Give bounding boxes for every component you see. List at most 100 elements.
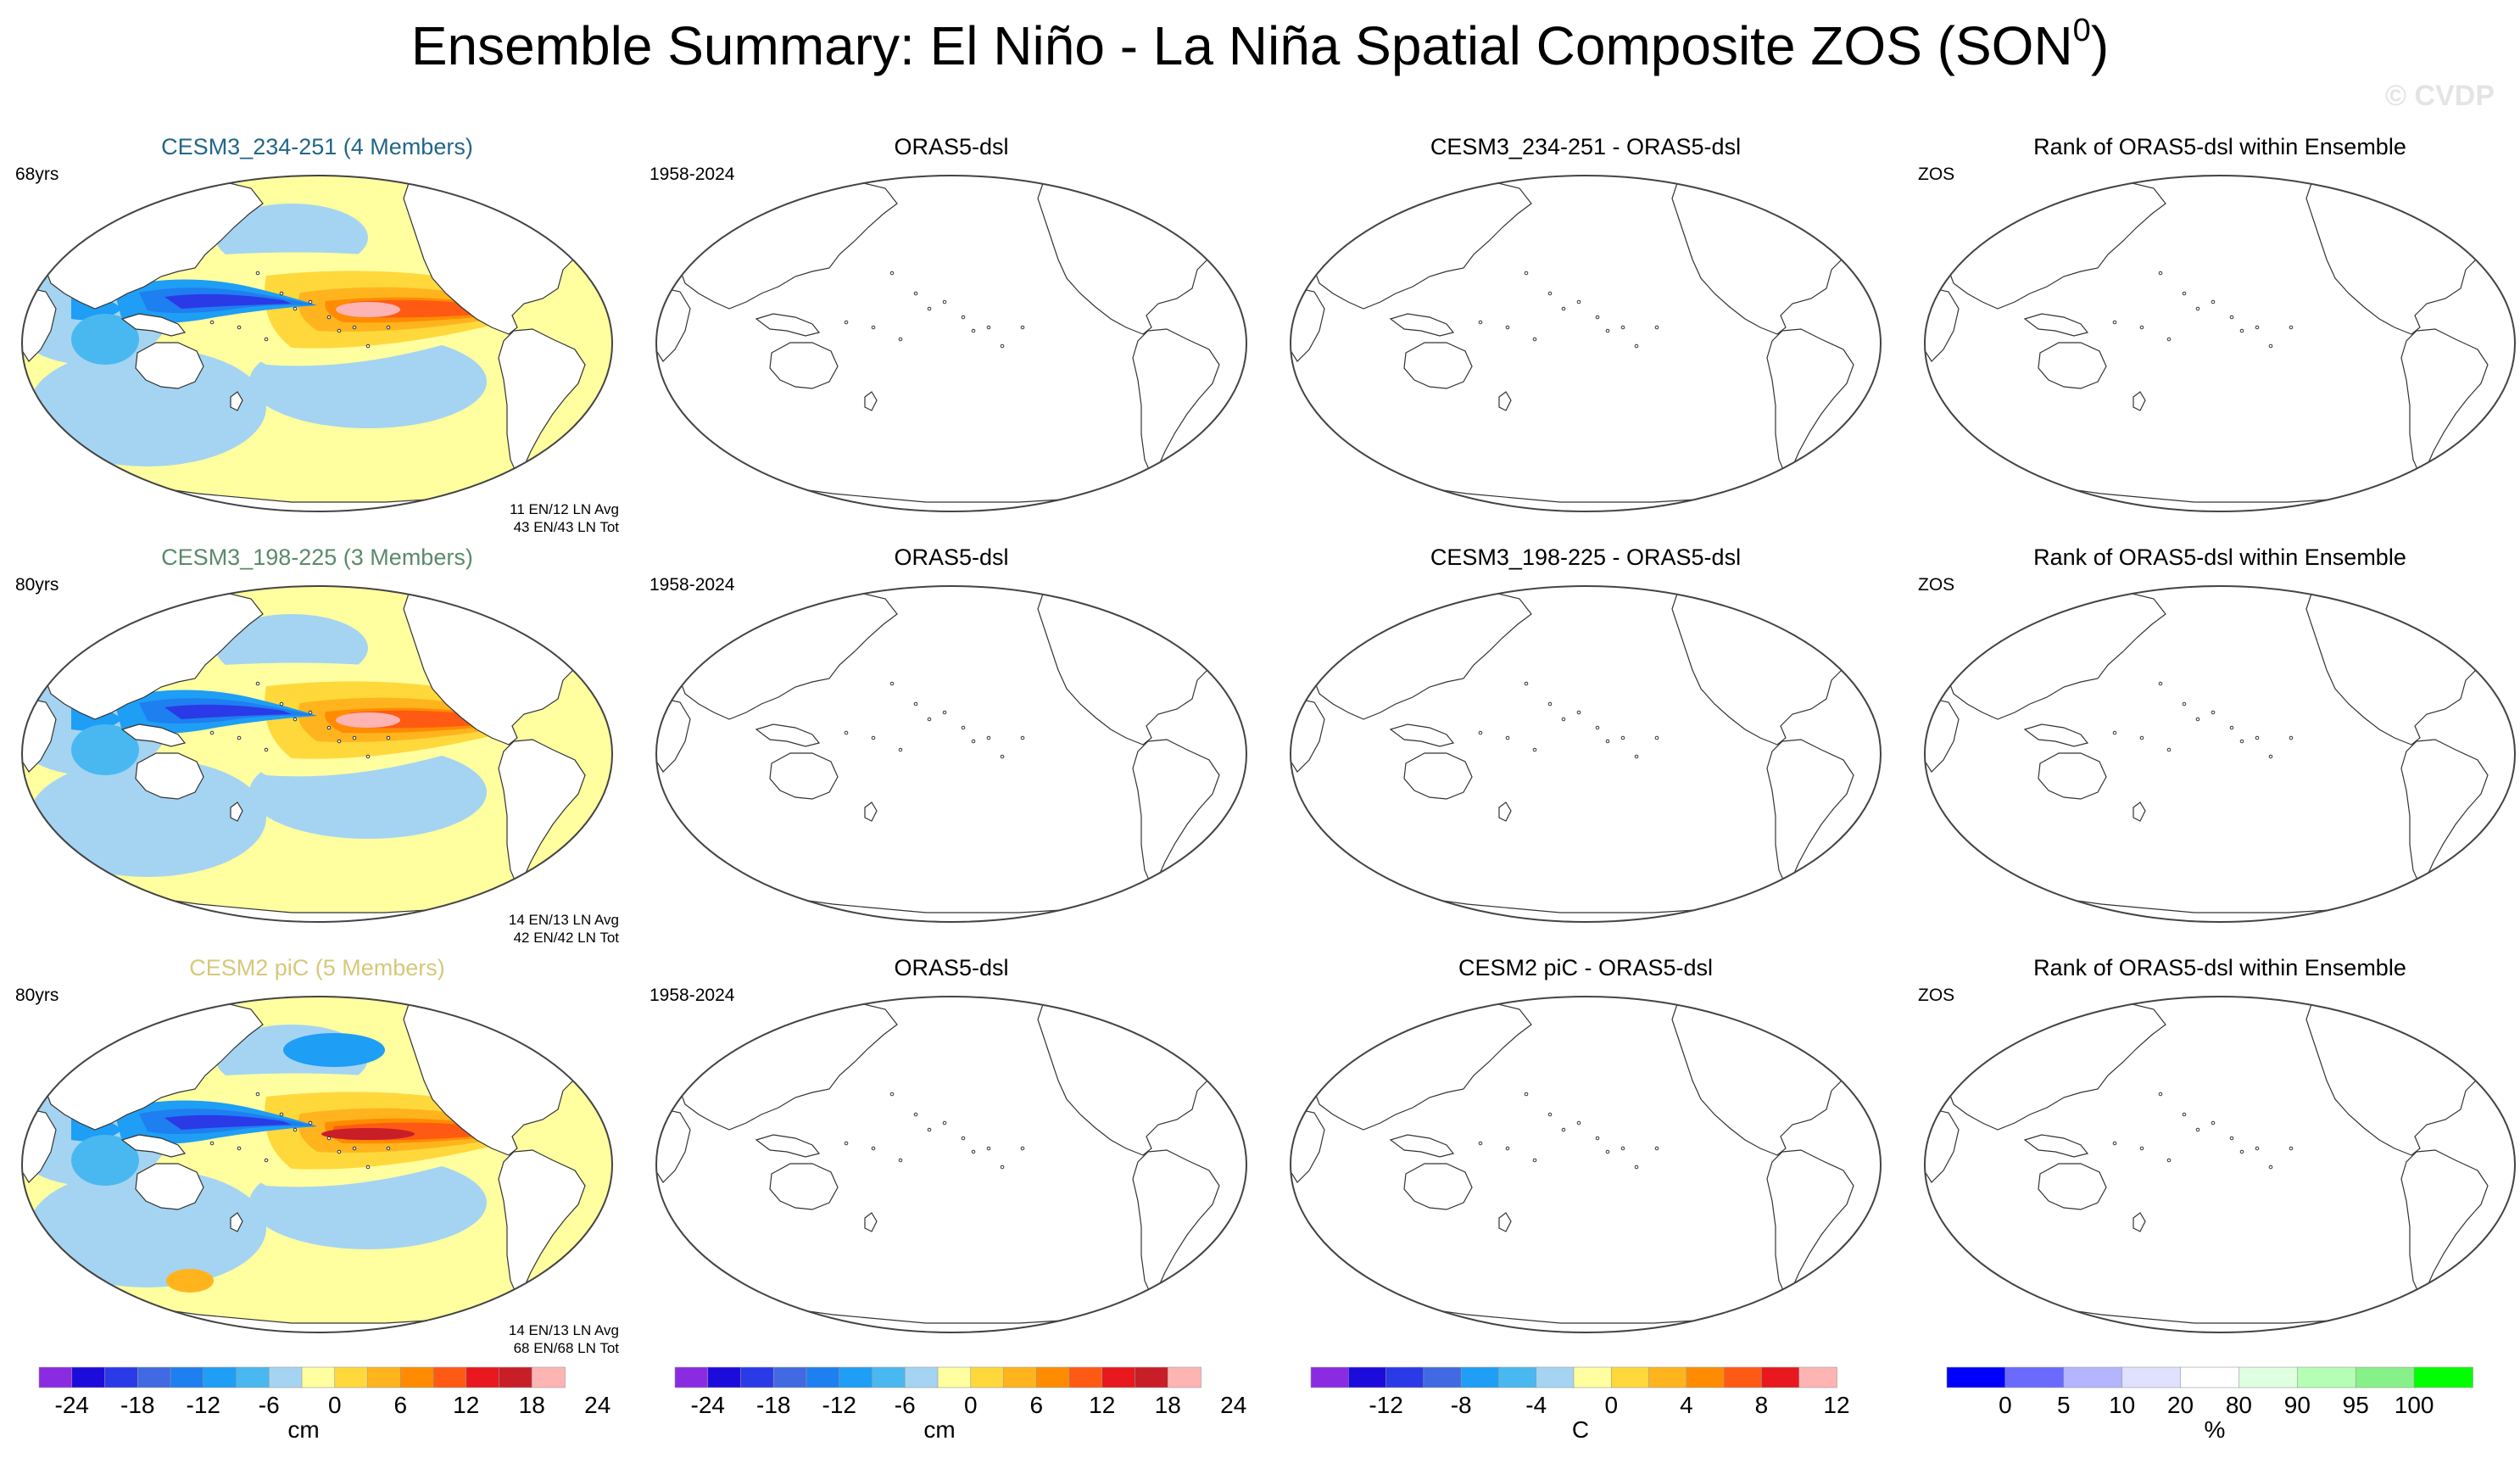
island bbox=[1000, 1165, 1005, 1170]
island bbox=[1605, 739, 1610, 744]
island bbox=[1532, 337, 1537, 342]
map-clip-group bbox=[1291, 997, 1881, 1332]
colorbar-unit: % bbox=[2204, 1416, 2226, 1443]
island bbox=[1605, 328, 1610, 333]
colorbar-tick-label: 12 bbox=[1089, 1392, 1115, 1418]
rank-outline-map bbox=[1923, 175, 2517, 512]
island bbox=[2255, 325, 2260, 330]
map-clip-group bbox=[656, 997, 1246, 1332]
anomaly-contour bbox=[164, 1114, 292, 1130]
island bbox=[871, 735, 876, 740]
island bbox=[1547, 701, 1553, 707]
island bbox=[889, 271, 895, 276]
island bbox=[237, 1146, 242, 1151]
anomaly-contour bbox=[71, 1135, 139, 1186]
land-australia bbox=[769, 342, 839, 389]
land-south-america bbox=[1132, 1149, 1220, 1298]
anomaly-contour bbox=[336, 712, 400, 728]
island bbox=[2195, 1127, 2200, 1132]
island bbox=[913, 291, 918, 296]
land-new-zealand bbox=[864, 802, 878, 822]
island bbox=[337, 739, 342, 744]
colorbar-swatch bbox=[937, 1366, 972, 1388]
colorbar-tick-label: 90 bbox=[2284, 1392, 2311, 1418]
colorbar-swatches: -24 -18 -12 -6 0 6 12 18 24 bbox=[674, 1366, 1246, 1418]
colorbar-tick-label: 0 bbox=[964, 1392, 978, 1418]
land-maritime-continent bbox=[2023, 723, 2089, 747]
panel-title: CESM2 piC (5 Members) bbox=[189, 955, 445, 980]
colorbar-swatch bbox=[301, 1366, 336, 1388]
colorbar-swatch bbox=[531, 1366, 566, 1388]
land-south-america bbox=[1766, 1149, 1854, 1298]
island bbox=[264, 337, 269, 342]
island bbox=[2268, 1165, 2273, 1170]
island bbox=[1654, 1146, 1659, 1151]
island bbox=[871, 1146, 876, 1151]
island bbox=[326, 1136, 332, 1141]
island bbox=[2139, 325, 2144, 330]
island bbox=[2268, 754, 2273, 759]
island bbox=[279, 701, 284, 707]
colorbar-tick-label: 12 bbox=[453, 1392, 479, 1418]
island bbox=[255, 271, 260, 276]
land-south-america bbox=[498, 739, 586, 887]
island bbox=[352, 1146, 357, 1151]
land-new-zealand bbox=[864, 1212, 878, 1232]
land-australia bbox=[135, 752, 204, 800]
island bbox=[255, 681, 260, 686]
island bbox=[961, 315, 966, 320]
island bbox=[2229, 315, 2234, 320]
model-colorbar: -24 -18 -12 -6 0 6 12 18 24 cm bbox=[38, 1366, 610, 1469]
colorbar-tick-label: 0 bbox=[328, 1392, 342, 1418]
island bbox=[2182, 291, 2187, 296]
rank-panel-row1: Rank of ORAS5-dsl within Ensemble ZOS bbox=[1915, 127, 2520, 568]
panel-title: CESM3_198-225 - ORAS5-dsl bbox=[1430, 545, 1742, 570]
island bbox=[1561, 1127, 1566, 1132]
colorbar-tick-label: 10 bbox=[2109, 1392, 2135, 1418]
colorbar-tick-label: -18 bbox=[756, 1392, 790, 1418]
colorbar-swatch bbox=[839, 1366, 873, 1388]
colorbar-swatch bbox=[367, 1366, 402, 1388]
island bbox=[986, 325, 991, 330]
colorbar-swatch bbox=[1573, 1366, 1613, 1388]
map-clip-group bbox=[1925, 997, 2515, 1332]
land-greenland bbox=[1787, 176, 1875, 209]
island bbox=[2289, 325, 2294, 330]
land-maritime-continent bbox=[1389, 313, 1455, 337]
obs-panel-row2: ORAS5-dsl 1958-2024 bbox=[646, 538, 1257, 979]
island bbox=[237, 325, 242, 330]
panel-title: CESM2 piC - ORAS5-dsl bbox=[1458, 955, 1714, 980]
colorbar-swatch bbox=[2180, 1366, 2240, 1388]
island bbox=[1524, 1092, 1529, 1097]
map-frame bbox=[1289, 585, 1882, 923]
map-frame bbox=[1923, 585, 2517, 923]
island bbox=[293, 306, 298, 311]
colorbar-swatch bbox=[1798, 1366, 1837, 1388]
island bbox=[1000, 754, 1005, 759]
obs-panel-row1: ORAS5-dsl 1958-2024 bbox=[646, 127, 1257, 568]
land-greenland bbox=[2422, 176, 2509, 209]
colorbar-swatch bbox=[1347, 1366, 1387, 1388]
colorbar-tick-label: 100 bbox=[2395, 1392, 2434, 1418]
model-panel-row1: CESM3_234-251 (4 Members) 68yrs 11 EN/12… bbox=[12, 127, 622, 568]
land-maritime-continent bbox=[755, 723, 821, 747]
colorbar-tick-label: -12 bbox=[187, 1392, 220, 1418]
colorbar-tick-label: 95 bbox=[2343, 1392, 2369, 1418]
colorbar-swatch bbox=[872, 1366, 906, 1388]
land-australia bbox=[769, 752, 839, 800]
colorbar-swatch bbox=[806, 1366, 840, 1388]
land-maritime-continent bbox=[2023, 313, 2089, 337]
anomaly-contour bbox=[29, 1169, 266, 1287]
land-greenland bbox=[1153, 586, 1240, 620]
colorbar-swatch bbox=[1101, 1366, 1136, 1388]
island bbox=[1561, 306, 1566, 311]
colorbar-tick-label: 6 bbox=[393, 1392, 407, 1418]
composite-stats: 11 EN/12 LN Avg 43 EN/43 LN Tot bbox=[510, 501, 619, 535]
map-frame bbox=[655, 175, 1248, 512]
island bbox=[2158, 681, 2163, 686]
island bbox=[2139, 735, 2144, 740]
colorbar-swatch bbox=[2004, 1366, 2065, 1388]
island bbox=[386, 1146, 391, 1151]
map-frame bbox=[655, 585, 1248, 923]
colorbar-tick-label: -4 bbox=[1525, 1392, 1547, 1418]
